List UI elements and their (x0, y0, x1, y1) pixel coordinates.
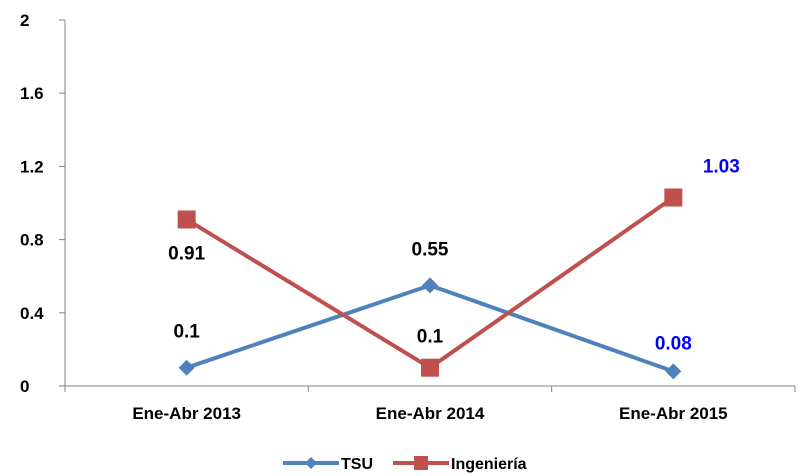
ingenieria-point (177, 210, 196, 229)
tsu-point (665, 363, 682, 380)
legend-item: TSU (283, 456, 373, 473)
y-tick-label: 1.2 (20, 157, 44, 176)
y-tick-labels: 0 0.4 0.8 1.2 1.6 2 (20, 11, 44, 396)
legend-label: Ingeniería (451, 456, 527, 473)
x-tick-label: Ene-Abr 2015 (619, 404, 728, 423)
tsu-point (178, 359, 195, 376)
data-label: 0.55 (412, 239, 449, 260)
x-tick-label: Ene-Abr 2013 (132, 404, 241, 423)
legend-marker (414, 456, 428, 470)
data-label: 0.91 (168, 243, 205, 264)
tsu-point (422, 277, 438, 294)
data-labels: 0.1 0.55 0.08 0.91 0.1 1.03 (168, 157, 740, 355)
ingenieria-point (421, 358, 439, 377)
x-tick-labels: Ene-Abr 2013 Ene-Abr 2014 Ene-Abr 2015 (132, 404, 727, 423)
series-tsu (178, 277, 682, 380)
y-tick-label: 0 (20, 377, 29, 396)
data-label: 1.03 (703, 157, 740, 178)
data-label: 0.1 (417, 327, 444, 348)
legend-item: Ingeniería (393, 456, 527, 473)
legend-marker (305, 457, 317, 469)
data-label: 0.1 (173, 322, 200, 343)
y-tick-label: 0.8 (20, 231, 44, 250)
chart-series (177, 188, 683, 380)
y-tick-label: 1.6 (20, 84, 44, 103)
y-tick-label: 0.4 (20, 304, 44, 323)
x-tick-label: Ene-Abr 2014 (376, 404, 485, 423)
ingenieria-point (664, 188, 683, 207)
chart-legend: TSU Ingeniería (283, 456, 527, 473)
series-ingenieria (177, 188, 683, 377)
data-label: 0.08 (655, 333, 692, 354)
legend-label: TSU (341, 456, 373, 473)
y-tick-label: 2 (20, 11, 29, 30)
chart-axes (59, 19, 796, 392)
